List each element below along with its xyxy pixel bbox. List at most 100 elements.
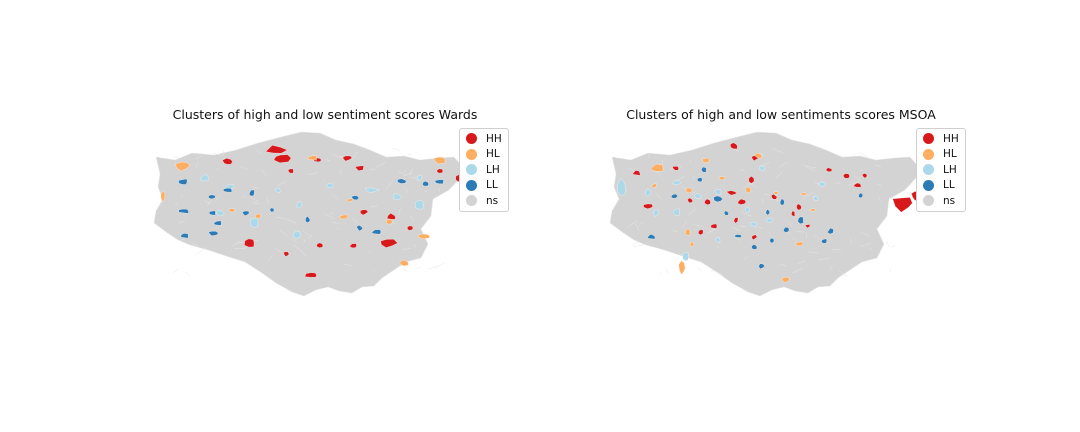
boundary-line [427, 265, 439, 270]
legend-item-lh: LH [460, 162, 508, 178]
boundary-line [301, 252, 307, 256]
cluster-hh-region [304, 272, 317, 278]
cluster-lh-region [392, 193, 402, 200]
cluster-hh-region [244, 238, 255, 248]
london-outline [153, 131, 463, 297]
boundary-line [435, 262, 445, 269]
legend-item-hh: HH [917, 131, 965, 147]
boundary-line [279, 229, 288, 237]
cluster-lh-region [216, 209, 225, 217]
boundary-line [292, 238, 297, 243]
cluster-lh-region [415, 200, 424, 210]
boundary-line [192, 243, 199, 247]
legend-item-hl: HL [460, 147, 508, 163]
legend-dot-hh [466, 133, 477, 145]
cluster-ll-region [434, 179, 444, 185]
legend-item-hl: HL [917, 147, 965, 163]
boundary-line [251, 186, 259, 189]
boundary-line [416, 266, 422, 270]
legend-msoa: HH HL LH LL ns [916, 128, 966, 212]
boundary-line [231, 240, 241, 248]
boundary-line [438, 188, 441, 192]
boundary-line [412, 243, 418, 249]
boundary-line [184, 271, 190, 276]
cluster-hl-region [339, 214, 349, 220]
boundary-line [340, 169, 342, 176]
legend-item-ll: LL [460, 178, 508, 194]
boundary-line [323, 180, 326, 183]
cluster-hl-region [418, 233, 431, 239]
cluster-ll-region [305, 216, 311, 223]
cluster-ll-region [213, 220, 222, 226]
cluster-hl-region [346, 198, 354, 203]
legend-dot-ll [923, 179, 934, 191]
cluster-hh-region [283, 251, 290, 257]
boundary-line [330, 212, 334, 214]
legend-dot-lh [466, 164, 477, 176]
boundary-line [351, 218, 358, 224]
boundary-line [415, 255, 420, 262]
cluster-ll-region [397, 178, 407, 184]
cluster-hh-region [360, 209, 369, 216]
boundary-line [195, 162, 198, 168]
cluster-hh-region [316, 242, 324, 248]
cluster-ll-region [223, 188, 233, 193]
boundary-line [331, 154, 343, 159]
map-title-wards: Clusters of high and low sentiment score… [172, 107, 478, 122]
cluster-lh-region [275, 187, 281, 193]
boundary-line [402, 268, 408, 272]
boundary-line [277, 181, 287, 187]
cluster-ll-region [269, 207, 275, 213]
cluster-hh-region [342, 155, 353, 162]
legend-dot-ll [466, 179, 477, 191]
boundary-line [235, 241, 245, 244]
boundary-line [351, 153, 357, 160]
boundary-line [332, 222, 339, 224]
boundary-line [253, 202, 260, 204]
cluster-ll-region [351, 195, 360, 200]
map-title-msoa: Clusters of high and low sentiments scor… [626, 107, 936, 122]
boundary-line [275, 247, 281, 253]
boundary-line [355, 151, 358, 154]
cluster-lh-region [326, 182, 335, 188]
boundary-line [385, 182, 392, 190]
boundary-line [178, 220, 186, 224]
legend-dot-ns [466, 195, 477, 207]
cluster-hh-region [273, 154, 292, 163]
boundary-line [213, 152, 223, 156]
boundary-line [404, 169, 406, 173]
cluster-lh-region [417, 175, 423, 181]
cluster-hh-region [436, 168, 443, 174]
boundary-line [399, 208, 401, 215]
boundary-line [302, 230, 313, 238]
boundary-line [174, 204, 178, 206]
boundary-line [266, 197, 269, 204]
boundary-line [308, 172, 318, 175]
boundary-line [413, 177, 420, 181]
legend-wards: HH HL LH LL ns [459, 128, 509, 212]
boundary-line [293, 244, 303, 252]
boundary-line [376, 161, 386, 168]
boundary-line [260, 169, 268, 177]
cluster-ll-region [356, 225, 363, 232]
cluster-lh-region [365, 187, 380, 193]
boundary-line [268, 255, 273, 261]
cluster-hh-region [380, 239, 398, 248]
boundary-line [410, 215, 414, 222]
boundary-line [397, 171, 407, 176]
boundary-line [181, 195, 183, 198]
cluster-hh-region [287, 168, 294, 174]
boundary-line [403, 187, 409, 193]
legend-item-lh: LH [917, 162, 965, 178]
cluster-hl-region [307, 155, 318, 161]
boundary-line [250, 196, 260, 203]
boundary-line [368, 250, 371, 253]
boundary-line [303, 238, 306, 243]
boundary-line [324, 213, 334, 220]
cluster-ll-region [178, 178, 188, 185]
boundary-line [173, 156, 180, 158]
cluster-hl-region [399, 259, 409, 267]
cluster-hl-region [255, 213, 261, 220]
boundary-line [241, 195, 247, 198]
